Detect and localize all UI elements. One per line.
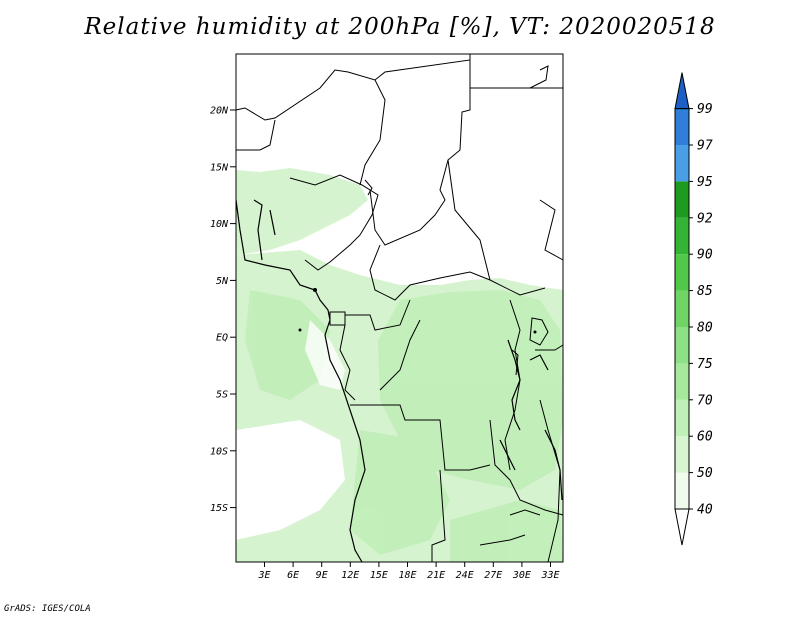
lon-tick-label: 21E [427,570,445,581]
legend-swatch [675,254,689,291]
legend-label: 92 [697,211,713,226]
legend-label: 90 [697,248,713,263]
lon-tick-label: 33E [540,570,559,581]
lat-tick-label: 15S [210,503,228,514]
lat-tick-label: 10N [210,219,229,230]
lon-tick-label: 3E [257,570,270,581]
legend-label: 80 [697,321,713,336]
lat-tick-label: 20N [210,106,229,117]
legend-swatch [675,363,689,400]
lon-tick-label: 12E [341,570,359,581]
legend-swatch [675,181,689,218]
humidity-field-medium [245,290,563,562]
legend-label: 70 [697,393,713,408]
lat-tick-label: EQ [216,333,228,344]
color-legend: 40 50 60 70 75 80 85 90 92 95 97 99 [674,72,713,546]
grads-credit: GrADS: IGES/COLA [4,604,91,614]
map-frame [235,53,564,563]
legend-swatch [675,145,689,182]
lat-tick-label: 5S [216,390,228,401]
legend-label: 40 [697,503,713,518]
legend-swatch [675,217,689,255]
legend-label: 95 [697,175,713,190]
lon-tick-label: 24E [456,570,474,581]
coastline [235,199,563,563]
lat-tick-label: 10S [210,446,228,457]
legend-lower-arrow [674,508,690,546]
lat-tick-label: 15N [210,162,229,173]
lon-tick-label: 15E [370,570,388,581]
legend-label: 60 [697,430,713,445]
legend-swatch [675,436,689,473]
legend-swatch [675,290,689,327]
longitude-axis: 3E 6E 9E 12E 15E 18E 21E 24E 27E 30E 33E [257,562,560,581]
lon-tick-label: 30E [512,570,531,581]
lon-tick-label: 6E [287,570,299,581]
humidity-field-white-patches [236,320,345,540]
legend-upper-arrow [674,72,690,110]
lat-tick-label: 5N [216,276,229,287]
legend-swatch [675,108,689,145]
lon-tick-label: 18E [398,570,416,581]
lake-islands [298,288,537,334]
chart-title: Relative humidity at 200hPa [%], VT: 202… [84,14,716,40]
legend-label: 97 [697,139,713,154]
legend-label: 75 [697,357,713,372]
legend-label: 99 [697,102,713,117]
lon-tick-label: 27E [484,570,502,581]
lon-tick-label: 9E [316,570,328,581]
legend-swatch [675,472,689,509]
lakes [364,65,549,376]
legend-outline [674,108,690,510]
legend-swatch [675,399,689,437]
legend-label: 85 [697,284,713,299]
legend-label: 50 [697,466,713,481]
latitude-axis: 20N 15N 10N 5N EQ 5S 10S 15S [210,106,236,514]
legend-swatch [675,327,689,364]
